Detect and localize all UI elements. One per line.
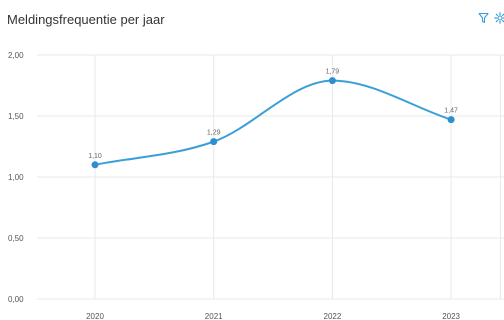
x-tick-label: 2023 (442, 312, 460, 320)
data-point (210, 138, 218, 146)
y-tick-label: 1,50 (8, 112, 24, 121)
x-tick-label: 2020 (86, 312, 104, 320)
series-line (94, 79, 452, 166)
data-label: 1,79 (326, 69, 340, 76)
data-label: 1,29 (207, 130, 221, 137)
x-tick-label: 2022 (324, 312, 342, 320)
y-tick-label: 0,00 (8, 295, 24, 304)
y-tick-label: 2,00 (8, 51, 24, 60)
data-point (328, 77, 336, 85)
chart-title: Meldingsfrequentie per jaar (7, 12, 165, 27)
filter-icon[interactable] (478, 11, 489, 24)
data-point (91, 161, 99, 169)
y-tick-label: 1,00 (8, 173, 24, 182)
data-point (447, 116, 455, 124)
data-label: 1,47 (444, 108, 458, 115)
x-tick-label: 2021 (205, 312, 223, 320)
data-label: 1,10 (88, 153, 102, 160)
y-tick-label: 0,50 (8, 234, 24, 243)
